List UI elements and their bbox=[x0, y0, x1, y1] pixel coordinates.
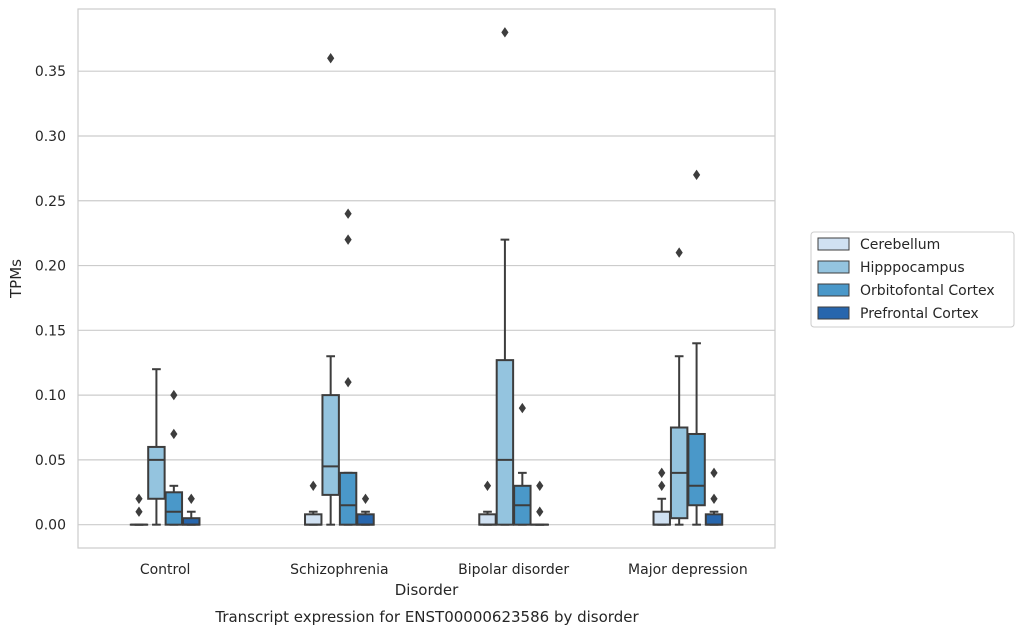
box bbox=[652, 467, 671, 526]
outlier-point bbox=[344, 376, 352, 388]
box-series bbox=[129, 27, 724, 526]
x-tick-label: Schizophrenia bbox=[290, 562, 388, 578]
legend-swatch bbox=[817, 260, 850, 274]
legend-swatch bbox=[817, 306, 850, 320]
box bbox=[495, 27, 515, 526]
legend-label: Cerebellum bbox=[860, 237, 940, 253]
box-iqr bbox=[478, 513, 497, 526]
outlier-point bbox=[135, 506, 143, 517]
box bbox=[530, 480, 549, 526]
box bbox=[304, 480, 323, 526]
box bbox=[669, 247, 689, 526]
box-iqr bbox=[321, 394, 340, 496]
y-tick-label: 0.10 bbox=[35, 388, 66, 404]
series-cerebellum bbox=[129, 467, 671, 526]
x-tick-label: Control bbox=[140, 562, 191, 578]
legend-item: Cerebellum bbox=[817, 237, 940, 253]
x-tick-label: Bipolar disorder bbox=[458, 562, 569, 578]
box-iqr bbox=[356, 513, 375, 526]
outlier-point bbox=[170, 428, 178, 440]
y-tick-label: 0.30 bbox=[35, 129, 66, 145]
y-axis-label: TPMs bbox=[7, 259, 25, 299]
box bbox=[704, 467, 724, 526]
outlier-point bbox=[658, 467, 666, 479]
legend-item: Orbitofontal Cortex bbox=[817, 283, 995, 299]
box-iqr bbox=[164, 491, 184, 526]
y-tick-label: 0.25 bbox=[35, 194, 66, 210]
box-iqr bbox=[147, 445, 166, 500]
legend-frame bbox=[810, 231, 1015, 328]
box bbox=[129, 493, 149, 526]
x-axis-label: Disorder bbox=[395, 581, 459, 599]
box bbox=[513, 402, 532, 526]
box bbox=[182, 493, 201, 526]
box bbox=[687, 169, 706, 526]
outlier-point bbox=[518, 402, 526, 414]
outlier-point bbox=[536, 480, 544, 492]
box bbox=[478, 480, 497, 526]
y-tick-label: 0.20 bbox=[35, 259, 66, 275]
series-prefrontal-cortex bbox=[182, 467, 724, 526]
y-tick-label: 0.00 bbox=[35, 518, 66, 534]
outlier-point bbox=[658, 480, 666, 492]
outlier-point bbox=[710, 493, 718, 504]
box-iqr bbox=[495, 359, 515, 526]
y-tick-labels: 0.00 0.05 0.10 0.15 0.20 0.25 0.30 0.35 bbox=[35, 64, 66, 533]
outlier-point bbox=[135, 493, 143, 504]
legend-item: Hipppocampus bbox=[817, 260, 965, 276]
gridlines bbox=[78, 70, 775, 526]
box bbox=[321, 53, 340, 526]
y-tick-label: 0.35 bbox=[35, 64, 66, 80]
outlier-point bbox=[361, 493, 370, 504]
box bbox=[147, 368, 166, 526]
x-tick-labels: Control Schizophrenia Bipolar disorder Majo… bbox=[140, 562, 748, 578]
outlier-point bbox=[344, 208, 352, 219]
plot-frame bbox=[77, 8, 776, 549]
outlier-point bbox=[309, 480, 317, 492]
outlier-point bbox=[675, 247, 683, 258]
outlier-point bbox=[710, 467, 718, 479]
outlier-point bbox=[187, 493, 195, 504]
legend-label: Prefrontal Cortex bbox=[860, 306, 979, 322]
legend-label: Hipppocampus bbox=[860, 260, 965, 276]
outlier-point bbox=[483, 480, 492, 492]
box bbox=[356, 493, 375, 526]
series-orbitofontal-cortex bbox=[164, 169, 706, 526]
outlier-point bbox=[692, 169, 701, 181]
box-iqr bbox=[338, 471, 358, 526]
legend: Cerebellum Hipppocampus Orbitofontal Corte… bbox=[810, 231, 1015, 328]
box-iqr bbox=[652, 510, 671, 526]
outlier-point bbox=[327, 53, 335, 64]
box-iqr bbox=[304, 513, 323, 526]
chart-caption: Transcript expression for ENST0000062358… bbox=[214, 608, 639, 626]
box bbox=[164, 389, 184, 526]
series-hipppocampus bbox=[147, 27, 689, 526]
outlier-point bbox=[501, 27, 509, 38]
legend-swatch bbox=[817, 283, 850, 297]
legend-label: Orbitofontal Cortex bbox=[860, 283, 995, 299]
y-tick-label: 0.15 bbox=[35, 323, 66, 339]
outlier-point bbox=[344, 234, 352, 245]
y-tick-label: 0.05 bbox=[35, 453, 66, 469]
outlier-point bbox=[536, 506, 544, 517]
legend-item: Prefrontal Cortex bbox=[817, 306, 979, 322]
x-tick-label: Major depression bbox=[628, 562, 748, 578]
box-iqr bbox=[704, 513, 724, 526]
legend-swatch bbox=[817, 237, 850, 251]
box-iqr bbox=[687, 432, 706, 507]
outlier-point bbox=[170, 389, 178, 401]
box bbox=[338, 208, 358, 526]
